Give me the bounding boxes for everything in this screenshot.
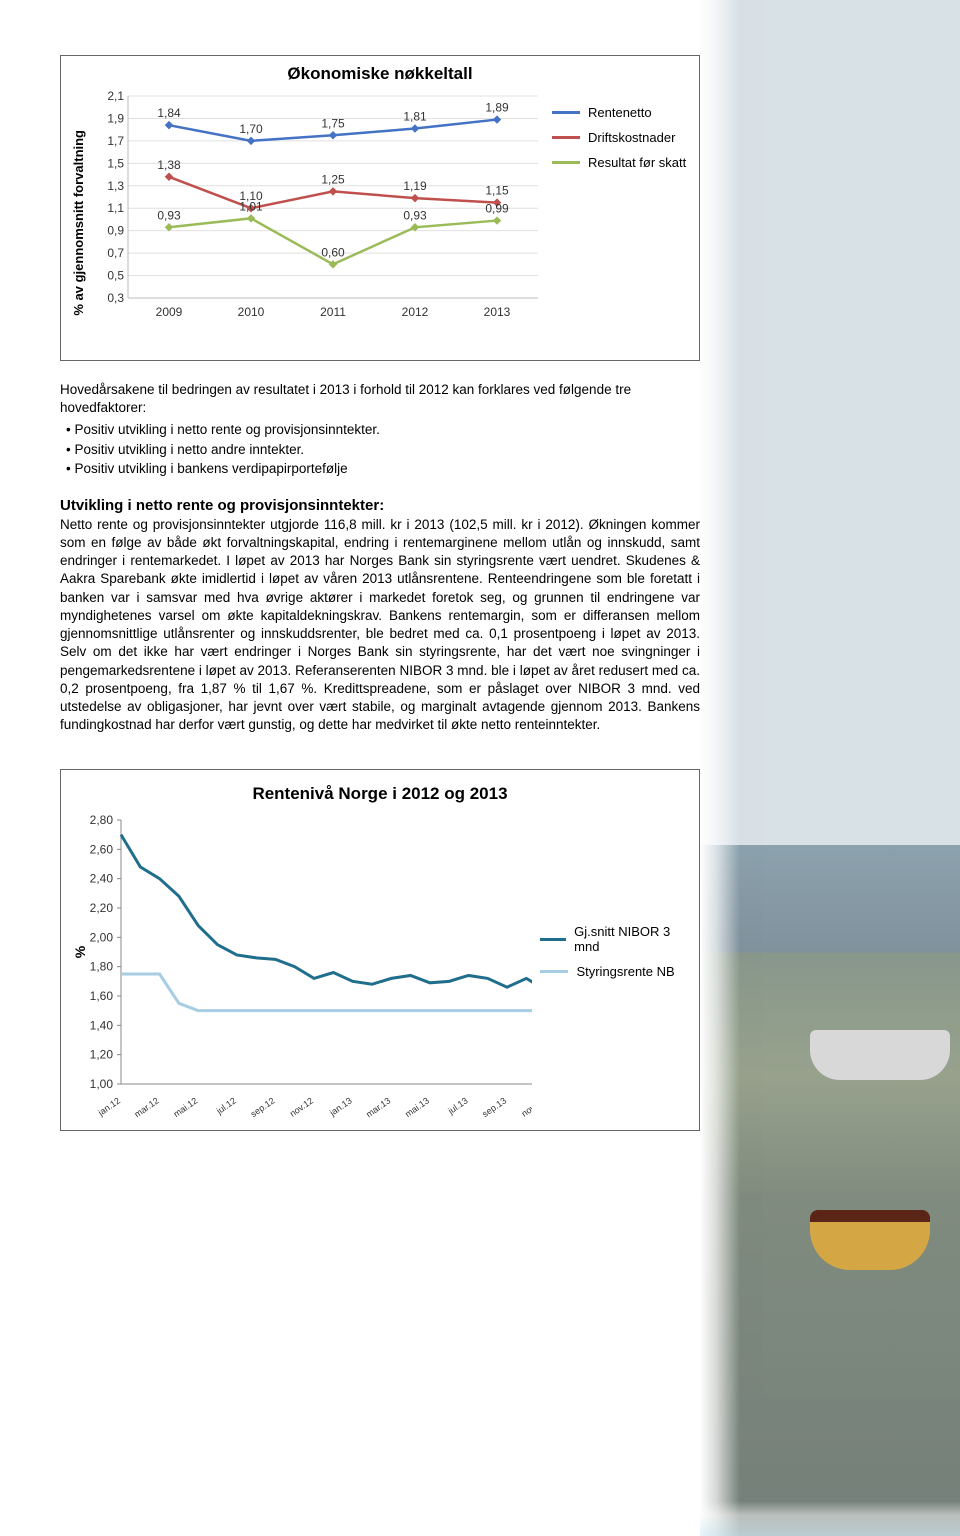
svg-text:1,40: 1,40	[90, 1019, 114, 1033]
bullet-item: Positiv utvikling i netto rente og provi…	[66, 420, 700, 440]
svg-text:0,5: 0,5	[107, 269, 124, 283]
svg-text:2010: 2010	[238, 305, 265, 319]
svg-text:2,80: 2,80	[90, 814, 114, 827]
svg-text:1,1: 1,1	[107, 201, 124, 215]
decorative-boat	[810, 1210, 930, 1270]
legend-item: Styringsrente NB	[540, 964, 689, 979]
svg-text:mai.12: mai.12	[171, 1096, 199, 1120]
svg-text:0,99: 0,99	[485, 202, 509, 216]
svg-text:1,80: 1,80	[90, 960, 114, 974]
chart2-legend: Gj.snitt NIBOR 3 mnd Styringsrente NB	[540, 814, 689, 1124]
legend-item: Rentenetto	[552, 105, 686, 120]
background-photo	[700, 0, 960, 1536]
svg-text:nov.13: nov.13	[520, 1096, 533, 1119]
svg-text:1,60: 1,60	[90, 989, 114, 1003]
svg-text:2013: 2013	[484, 305, 511, 319]
bullet-list: Positiv utvikling i netto rente og provi…	[66, 420, 700, 479]
chart-okonomiske-nokkeltall: Økonomiske nøkkeltall % av gjennomsnitt …	[60, 55, 700, 361]
svg-text:2,40: 2,40	[90, 872, 114, 886]
svg-text:jul.13: jul.13	[445, 1096, 469, 1117]
svg-text:mar.13: mar.13	[364, 1096, 392, 1120]
legend-item: Gj.snitt NIBOR 3 mnd	[540, 924, 689, 954]
svg-text:0,93: 0,93	[403, 208, 427, 222]
section-heading: Utvikling i netto rente og provisjonsinn…	[60, 497, 700, 514]
svg-text:1,84: 1,84	[157, 106, 181, 120]
svg-text:0,7: 0,7	[107, 246, 124, 260]
svg-text:1,89: 1,89	[485, 101, 509, 115]
svg-text:0,93: 0,93	[157, 208, 181, 222]
bullet-item: Positiv utvikling i netto andre inntekte…	[66, 440, 700, 460]
chart-rentenivaa: Rentenivå Norge i 2012 og 2013 2,802,602…	[60, 769, 700, 1131]
chart1-plot: 2,1 1,9 1,7 1,5 1,3 1,1 0,9 0,7 0,5 0,3 2009 2010 20…	[94, 90, 544, 320]
svg-text:0,60: 0,60	[321, 245, 345, 259]
svg-text:1,19: 1,19	[403, 179, 427, 193]
chart1-title: Økonomiske nøkkeltall	[71, 64, 689, 84]
svg-text:sep.12: sep.12	[249, 1096, 277, 1120]
svg-text:2012: 2012	[402, 305, 429, 319]
svg-text:1,9: 1,9	[107, 111, 124, 125]
svg-text:1,5: 1,5	[107, 156, 124, 170]
svg-text:jan.12: jan.12	[95, 1096, 122, 1119]
svg-text:jan.13: jan.13	[327, 1096, 354, 1119]
svg-text:jul.12: jul.12	[214, 1096, 238, 1117]
chart1-legend: Rentenetto Driftskostnader Resultat før sk…	[552, 90, 686, 356]
svg-text:1,20: 1,20	[90, 1048, 114, 1062]
intro-paragraph: Hovedårsakene til bedringen av resultate…	[60, 381, 700, 417]
svg-text:2009: 2009	[156, 305, 183, 319]
svg-text:2011: 2011	[320, 305, 346, 319]
svg-text:0,9: 0,9	[107, 224, 124, 238]
legend-item: Driftskostnader	[552, 130, 686, 145]
chart2-title: Rentenivå Norge i 2012 og 2013	[71, 784, 689, 804]
svg-text:1,01: 1,01	[239, 199, 263, 213]
svg-text:mar.12: mar.12	[132, 1096, 160, 1120]
svg-text:1,38: 1,38	[157, 158, 181, 172]
svg-text:1,81: 1,81	[403, 110, 427, 124]
svg-text:2,60: 2,60	[90, 843, 114, 857]
svg-text:1,25: 1,25	[321, 172, 345, 186]
chart2-plot: 2,80 2,60 2,40 2,20 2,00 1,80 1,60 1,40 1,20 1,00…	[71, 814, 532, 1124]
chart1-ylabel: % av gjennomsnitt forvaltning	[71, 90, 86, 356]
svg-text:1,7: 1,7	[107, 134, 124, 148]
body-paragraph: Netto rente og provisjonsinntekter utgjo…	[60, 516, 700, 735]
legend-item: Resultat før skatt	[552, 155, 686, 170]
svg-text:sep.13: sep.13	[480, 1096, 508, 1120]
bullet-item: Positiv utvikling i bankens verdipapirpo…	[66, 459, 700, 479]
svg-text:%: %	[72, 946, 88, 959]
svg-text:1,70: 1,70	[239, 122, 263, 136]
svg-text:mai.13: mai.13	[403, 1096, 431, 1120]
svg-text:1,3: 1,3	[107, 179, 124, 193]
svg-text:1,00: 1,00	[90, 1077, 114, 1091]
svg-text:2,1: 2,1	[107, 90, 124, 103]
svg-text:0,3: 0,3	[107, 291, 124, 305]
svg-text:1,15: 1,15	[485, 184, 509, 198]
svg-text:2,20: 2,20	[90, 901, 114, 915]
page-content: Økonomiske nøkkeltall % av gjennomsnitt …	[0, 0, 720, 1151]
svg-text:1,75: 1,75	[321, 116, 345, 130]
decorative-boat	[810, 1030, 950, 1080]
svg-text:nov.12: nov.12	[288, 1096, 315, 1119]
svg-text:2,00: 2,00	[90, 931, 114, 945]
